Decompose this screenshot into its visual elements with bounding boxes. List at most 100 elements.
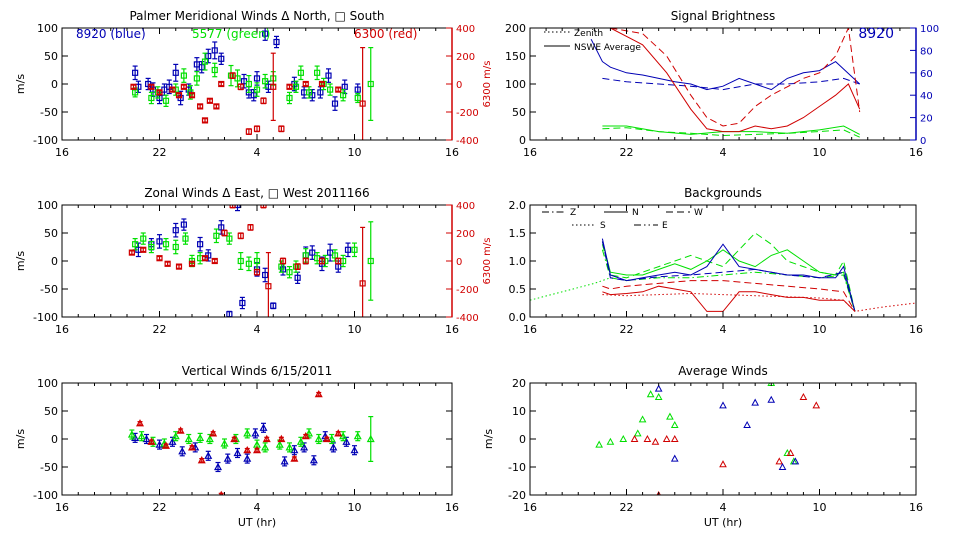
data-point	[188, 260, 196, 267]
x-tick-label: 22	[153, 146, 167, 159]
data-point	[670, 420, 679, 428]
data-point	[300, 443, 309, 451]
data-point	[162, 97, 170, 104]
data-point	[342, 437, 351, 445]
y-tick-label: 50	[44, 405, 58, 418]
y-tick-label: 0	[51, 255, 58, 268]
plot-frame	[529, 382, 917, 496]
data-point	[327, 434, 336, 443]
x-tick-label: 4	[254, 323, 261, 336]
y2-tick-label: -400	[456, 136, 479, 147]
data-point	[327, 86, 334, 93]
data-point	[318, 257, 326, 265]
y-tick-label: 10	[512, 405, 526, 418]
data-point	[237, 232, 244, 239]
x-tick-label: 4	[720, 146, 727, 159]
data-point	[253, 257, 261, 265]
data-point	[209, 429, 218, 437]
chart-title: Palmer Meridional Winds Δ North, □ South	[129, 9, 384, 23]
data-point	[325, 72, 332, 79]
y2-tick-label: 400	[456, 24, 475, 35]
x-tick-label: 4	[254, 146, 261, 159]
data-point	[211, 47, 218, 54]
data-point	[317, 89, 324, 96]
chart-title: Average Winds	[678, 364, 768, 378]
data-point	[161, 441, 171, 449]
data-point	[128, 249, 135, 256]
data-point	[221, 229, 228, 237]
data-point	[638, 415, 647, 423]
data-point	[172, 86, 179, 93]
data-point	[294, 274, 301, 281]
legend-entry: 6300 (red)	[354, 27, 417, 41]
data-point	[290, 454, 299, 462]
panel-meridional: Palmer Meridional Winds Δ North, □ South…	[14, 9, 493, 159]
data-point	[147, 437, 156, 445]
data-point	[275, 440, 284, 448]
x-tick-label: 22	[620, 146, 634, 159]
chart-title: Vertical Winds 6/15/2011	[182, 364, 333, 378]
y-axis-label: m/s	[14, 74, 27, 94]
data-point	[302, 257, 309, 265]
data-point	[654, 392, 663, 400]
data-point	[304, 429, 314, 437]
y-tick-label: -20	[508, 489, 526, 502]
data-point	[279, 257, 287, 265]
data-point	[250, 92, 257, 99]
data-point	[367, 80, 374, 88]
chart-title: Zonal Winds Δ East, □ West 2011166	[144, 186, 369, 200]
data-point	[322, 257, 329, 265]
data-point	[162, 241, 170, 248]
y2-tick-label: -200	[456, 285, 479, 296]
chart-title: Signal Brightness	[671, 9, 776, 23]
legend-entry: W	[694, 208, 703, 218]
data-point	[273, 38, 280, 46]
y2-tick-label: 200	[456, 52, 475, 63]
data-point	[294, 263, 301, 270]
y2-tick-label: 0	[456, 80, 462, 91]
legend-entry: N	[632, 208, 639, 218]
data-point	[234, 205, 241, 209]
series-line-green	[602, 127, 860, 138]
data-point	[791, 457, 800, 465]
data-point	[252, 445, 262, 454]
data-point	[286, 269, 293, 276]
series-line-red	[610, 28, 861, 133]
data-point	[253, 86, 261, 93]
y-tick-label: 0	[51, 78, 58, 91]
y-tick-label: 100	[37, 22, 58, 35]
data-point	[243, 429, 252, 437]
data-point	[297, 69, 304, 76]
y2-axis-label: 6300 m/s	[482, 61, 493, 108]
data-point	[220, 439, 229, 447]
data-point	[132, 69, 139, 76]
y-tick-label: -50	[40, 461, 58, 474]
x-tick-label: 10	[813, 501, 827, 514]
data-point	[265, 283, 272, 290]
x-tick-label: 16	[523, 146, 537, 159]
data-point	[180, 221, 187, 228]
data-point	[137, 431, 146, 440]
y-tick-label: 20	[512, 377, 526, 390]
data-point	[633, 429, 642, 437]
data-point	[140, 235, 147, 242]
data-point	[270, 83, 277, 90]
data-point	[206, 97, 213, 104]
data-point	[176, 426, 185, 434]
data-point	[619, 434, 628, 442]
data-point	[340, 92, 347, 99]
y-tick-label: 0	[519, 134, 526, 147]
data-point	[201, 58, 209, 65]
panel-vertical: Vertical Winds 6/15/2011 16 22 4 10 16 100 50 0 -…	[14, 364, 459, 529]
x-tick-label: 4	[720, 323, 727, 336]
data-point	[334, 429, 343, 437]
data-point	[253, 269, 261, 276]
data-point	[260, 205, 267, 209]
data-point	[131, 433, 140, 441]
x-tick-label: 4	[720, 501, 727, 514]
legend-entry: 5577 (green)	[192, 27, 270, 41]
y-tick-label: 0.5	[509, 283, 527, 296]
y-axis-label: m/s	[14, 429, 27, 449]
